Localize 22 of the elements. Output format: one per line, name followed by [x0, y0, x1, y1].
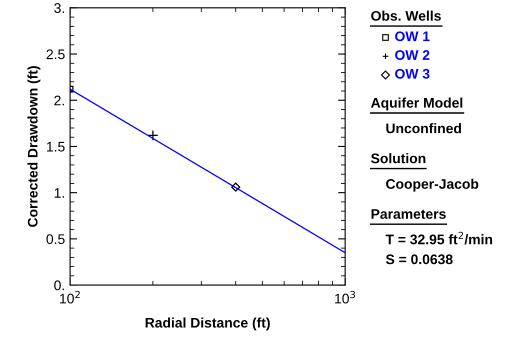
- text: Solution: [371, 153, 426, 164]
- y-tick-label: 2.: [54, 96, 64, 106]
- legend-label: OW 1: [395, 31, 430, 42]
- y-tick-label: 0.5: [46, 234, 65, 244]
- y-axis-title: Corrected Drawdown (ft): [27, 66, 40, 227]
- text: Cooper-Jacob: [386, 178, 478, 192]
- text: T = 32.95 ft$^{2}$/min: [386, 232, 492, 245]
- y-tick-label: 2.5: [46, 49, 65, 60]
- y-tick-label: 0.: [54, 280, 64, 290]
- legend-label: OW 3: [395, 68, 430, 79]
- text: Aquifer Model: [370, 98, 462, 110]
- y-tick-label: 1.: [54, 188, 64, 198]
- legend-title: Obs. Wells: [371, 10, 441, 21]
- y-tick-label: 1.5: [46, 142, 65, 152]
- x-tick-label: 10$^{3}$: [335, 290, 356, 304]
- text: Parameters: [372, 209, 446, 219]
- text: S = 0.0638: [386, 254, 453, 264]
- text: Unconfined: [386, 123, 461, 134]
- x-tick-label: 10$^{2}$: [60, 290, 80, 304]
- y-tick-label: 3.: [54, 3, 64, 14]
- legend-label: OW 2: [395, 50, 430, 60]
- x-axis-title: Radial Distance (ft): [146, 317, 270, 330]
